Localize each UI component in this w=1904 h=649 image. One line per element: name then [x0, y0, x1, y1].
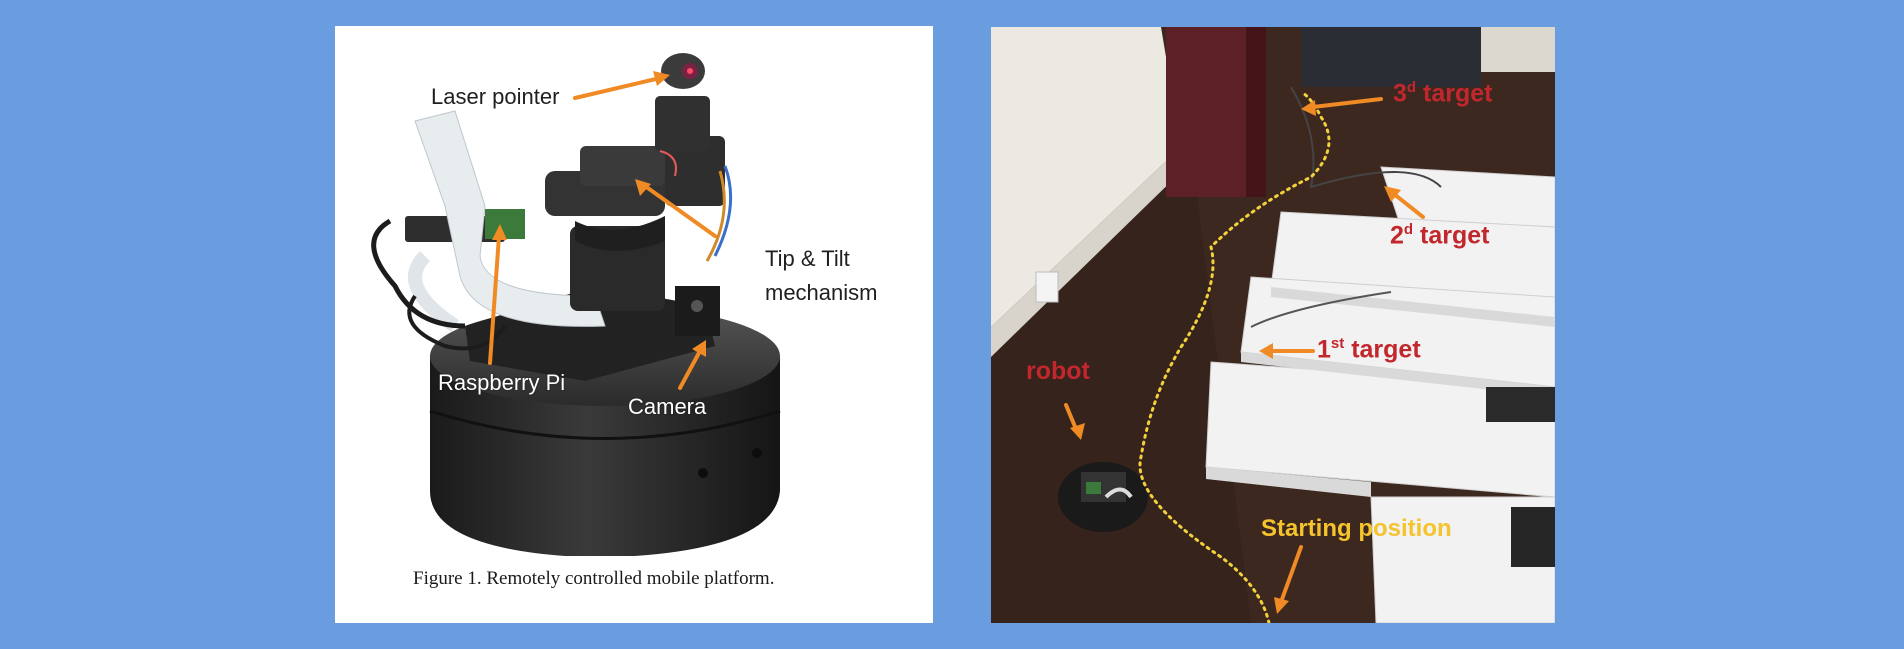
- label-tip-tilt-line1: Tip & Tilt: [765, 246, 850, 271]
- robot-platform-figure: Laser pointer Tip & Tilt mechanism Raspb…: [335, 26, 933, 623]
- arrow-third-target: [1311, 97, 1383, 109]
- label-camera: Camera: [628, 394, 707, 419]
- arrow-raspberry-pi: [488, 234, 501, 365]
- label-robot: robot: [1026, 357, 1090, 385]
- label-laser-pointer: Laser pointer: [431, 84, 560, 109]
- robot-trajectory: [1138, 90, 1331, 623]
- label-raspberry-pi: Raspberry Pi: [438, 370, 566, 395]
- robot-platform-photo: [371, 53, 781, 556]
- arrow-second-target: [1392, 192, 1425, 219]
- arrow-laser-pointer: [573, 76, 662, 100]
- arrow-tip-tilt: [643, 184, 717, 238]
- course-photo: [991, 27, 1555, 623]
- arrow-starting-position: [1279, 545, 1303, 604]
- figure-caption: Figure 1. Remotely controlled mobile pla…: [413, 568, 775, 589]
- label-starting-position: Starting position: [1261, 515, 1452, 542]
- label-tip-tilt-line2: mechanism: [765, 280, 878, 305]
- arrow-camera: [678, 349, 702, 390]
- label-third-target: 3d target: [1393, 79, 1493, 108]
- label-first-target: 1st target: [1317, 335, 1421, 364]
- arrow-robot: [1064, 403, 1078, 431]
- course-photo-figure: 3d target 2d target 1st target robot Sta…: [991, 27, 1555, 623]
- label-second-target: 2d target: [1390, 221, 1490, 250]
